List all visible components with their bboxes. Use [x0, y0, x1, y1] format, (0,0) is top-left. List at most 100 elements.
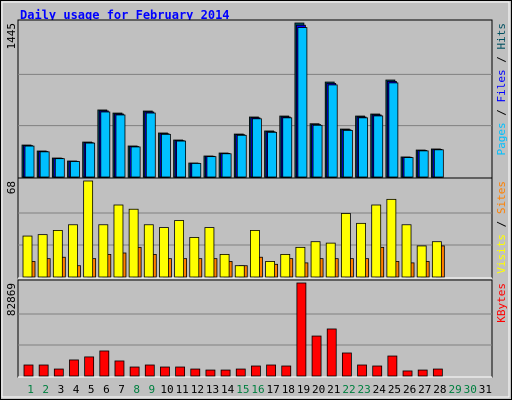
bar	[325, 242, 336, 278]
x-tick-label: 10	[160, 383, 173, 396]
x-tick-label: 31	[479, 383, 492, 396]
x-tick-label: 29	[448, 383, 461, 396]
bar	[250, 230, 260, 278]
x-tick-label: 27	[418, 383, 431, 396]
legend-entry: Sites	[495, 181, 508, 214]
bar	[221, 153, 232, 178]
bar	[115, 114, 126, 178]
legend-entry: Visits	[495, 234, 508, 274]
bar	[38, 364, 49, 377]
bar	[191, 163, 202, 178]
y-tick-label: 82869	[5, 283, 18, 316]
bar	[219, 254, 230, 278]
legend-entry: Pages	[495, 122, 508, 155]
x-tick-label: 5	[88, 383, 95, 396]
bar	[340, 213, 351, 278]
x-tick-label: 18	[282, 383, 295, 396]
bar	[310, 241, 321, 278]
bar	[68, 224, 78, 278]
bar	[282, 117, 293, 178]
bar	[387, 355, 398, 377]
x-tick-label: 22	[342, 383, 355, 396]
bar	[356, 222, 366, 278]
x-tick-label: 16	[251, 383, 264, 396]
bar	[189, 237, 200, 278]
bar	[235, 368, 246, 377]
bar	[98, 224, 109, 278]
x-tick-label: 6	[103, 383, 110, 396]
legend-entry: Files	[495, 69, 508, 102]
bar	[280, 254, 291, 278]
bar	[265, 261, 275, 278]
y-tick-label: 68	[5, 181, 18, 194]
bar	[358, 117, 368, 178]
x-tick-label: 21	[327, 383, 340, 396]
x-tick-label: 17	[267, 383, 280, 396]
x-tick-label: 24	[373, 383, 387, 396]
legend-separator: /	[495, 50, 508, 70]
legend: KBytes	[495, 283, 508, 323]
bar	[281, 365, 292, 377]
legend: Pages / Files / Hits	[495, 23, 508, 156]
bar	[159, 227, 169, 278]
bar	[388, 82, 399, 178]
x-tick-label: 30	[464, 383, 477, 396]
bar	[143, 224, 154, 278]
y-tick-label: 1445	[5, 23, 18, 50]
x-tick-label: 15	[236, 383, 249, 396]
bar	[326, 328, 337, 377]
bar	[128, 208, 139, 278]
bar	[39, 151, 50, 178]
x-tick-label: 19	[297, 383, 310, 396]
bar	[342, 130, 353, 178]
bar	[83, 180, 94, 278]
bar	[266, 364, 276, 377]
bar	[311, 335, 322, 377]
x-tick-label: 12	[191, 383, 204, 396]
bar	[432, 368, 443, 377]
bar	[371, 204, 382, 278]
x-tick-label: 3	[58, 383, 65, 396]
x-tick-label: 9	[149, 383, 156, 396]
bar	[54, 158, 65, 178]
bar	[174, 220, 185, 278]
x-tick-label: 11	[176, 383, 189, 396]
bar	[433, 149, 444, 178]
bar	[296, 282, 307, 377]
bar	[24, 145, 35, 178]
bar	[99, 350, 110, 377]
bar	[100, 111, 111, 178]
bar	[341, 352, 352, 377]
bar	[161, 133, 171, 178]
bar	[175, 366, 186, 377]
bar	[297, 27, 308, 178]
bar	[84, 356, 95, 377]
x-tick-label: 2	[42, 383, 49, 396]
x-tick-label: 23	[358, 383, 371, 396]
bar	[373, 115, 384, 178]
legend-separator: /	[495, 214, 508, 234]
bar	[312, 124, 323, 178]
x-tick-label: 14	[221, 383, 235, 396]
bar	[130, 146, 141, 178]
bar	[234, 265, 245, 278]
bar	[23, 364, 34, 377]
x-tick-label: 8	[133, 383, 140, 396]
legend-entry: Hits	[495, 23, 508, 50]
bar	[357, 364, 367, 377]
legend-separator: /	[495, 103, 508, 123]
bar	[52, 230, 63, 278]
bar	[204, 227, 215, 278]
bar	[431, 241, 442, 278]
bar	[129, 366, 140, 377]
bar	[327, 84, 338, 178]
bar	[145, 112, 156, 178]
x-tick-label: 20	[312, 383, 325, 396]
chart-title: Daily usage for February 2014	[20, 8, 230, 22]
x-tick-label: 28	[433, 383, 446, 396]
x-tick-label: 7	[118, 383, 125, 396]
bar	[416, 245, 427, 278]
bar	[251, 365, 261, 377]
